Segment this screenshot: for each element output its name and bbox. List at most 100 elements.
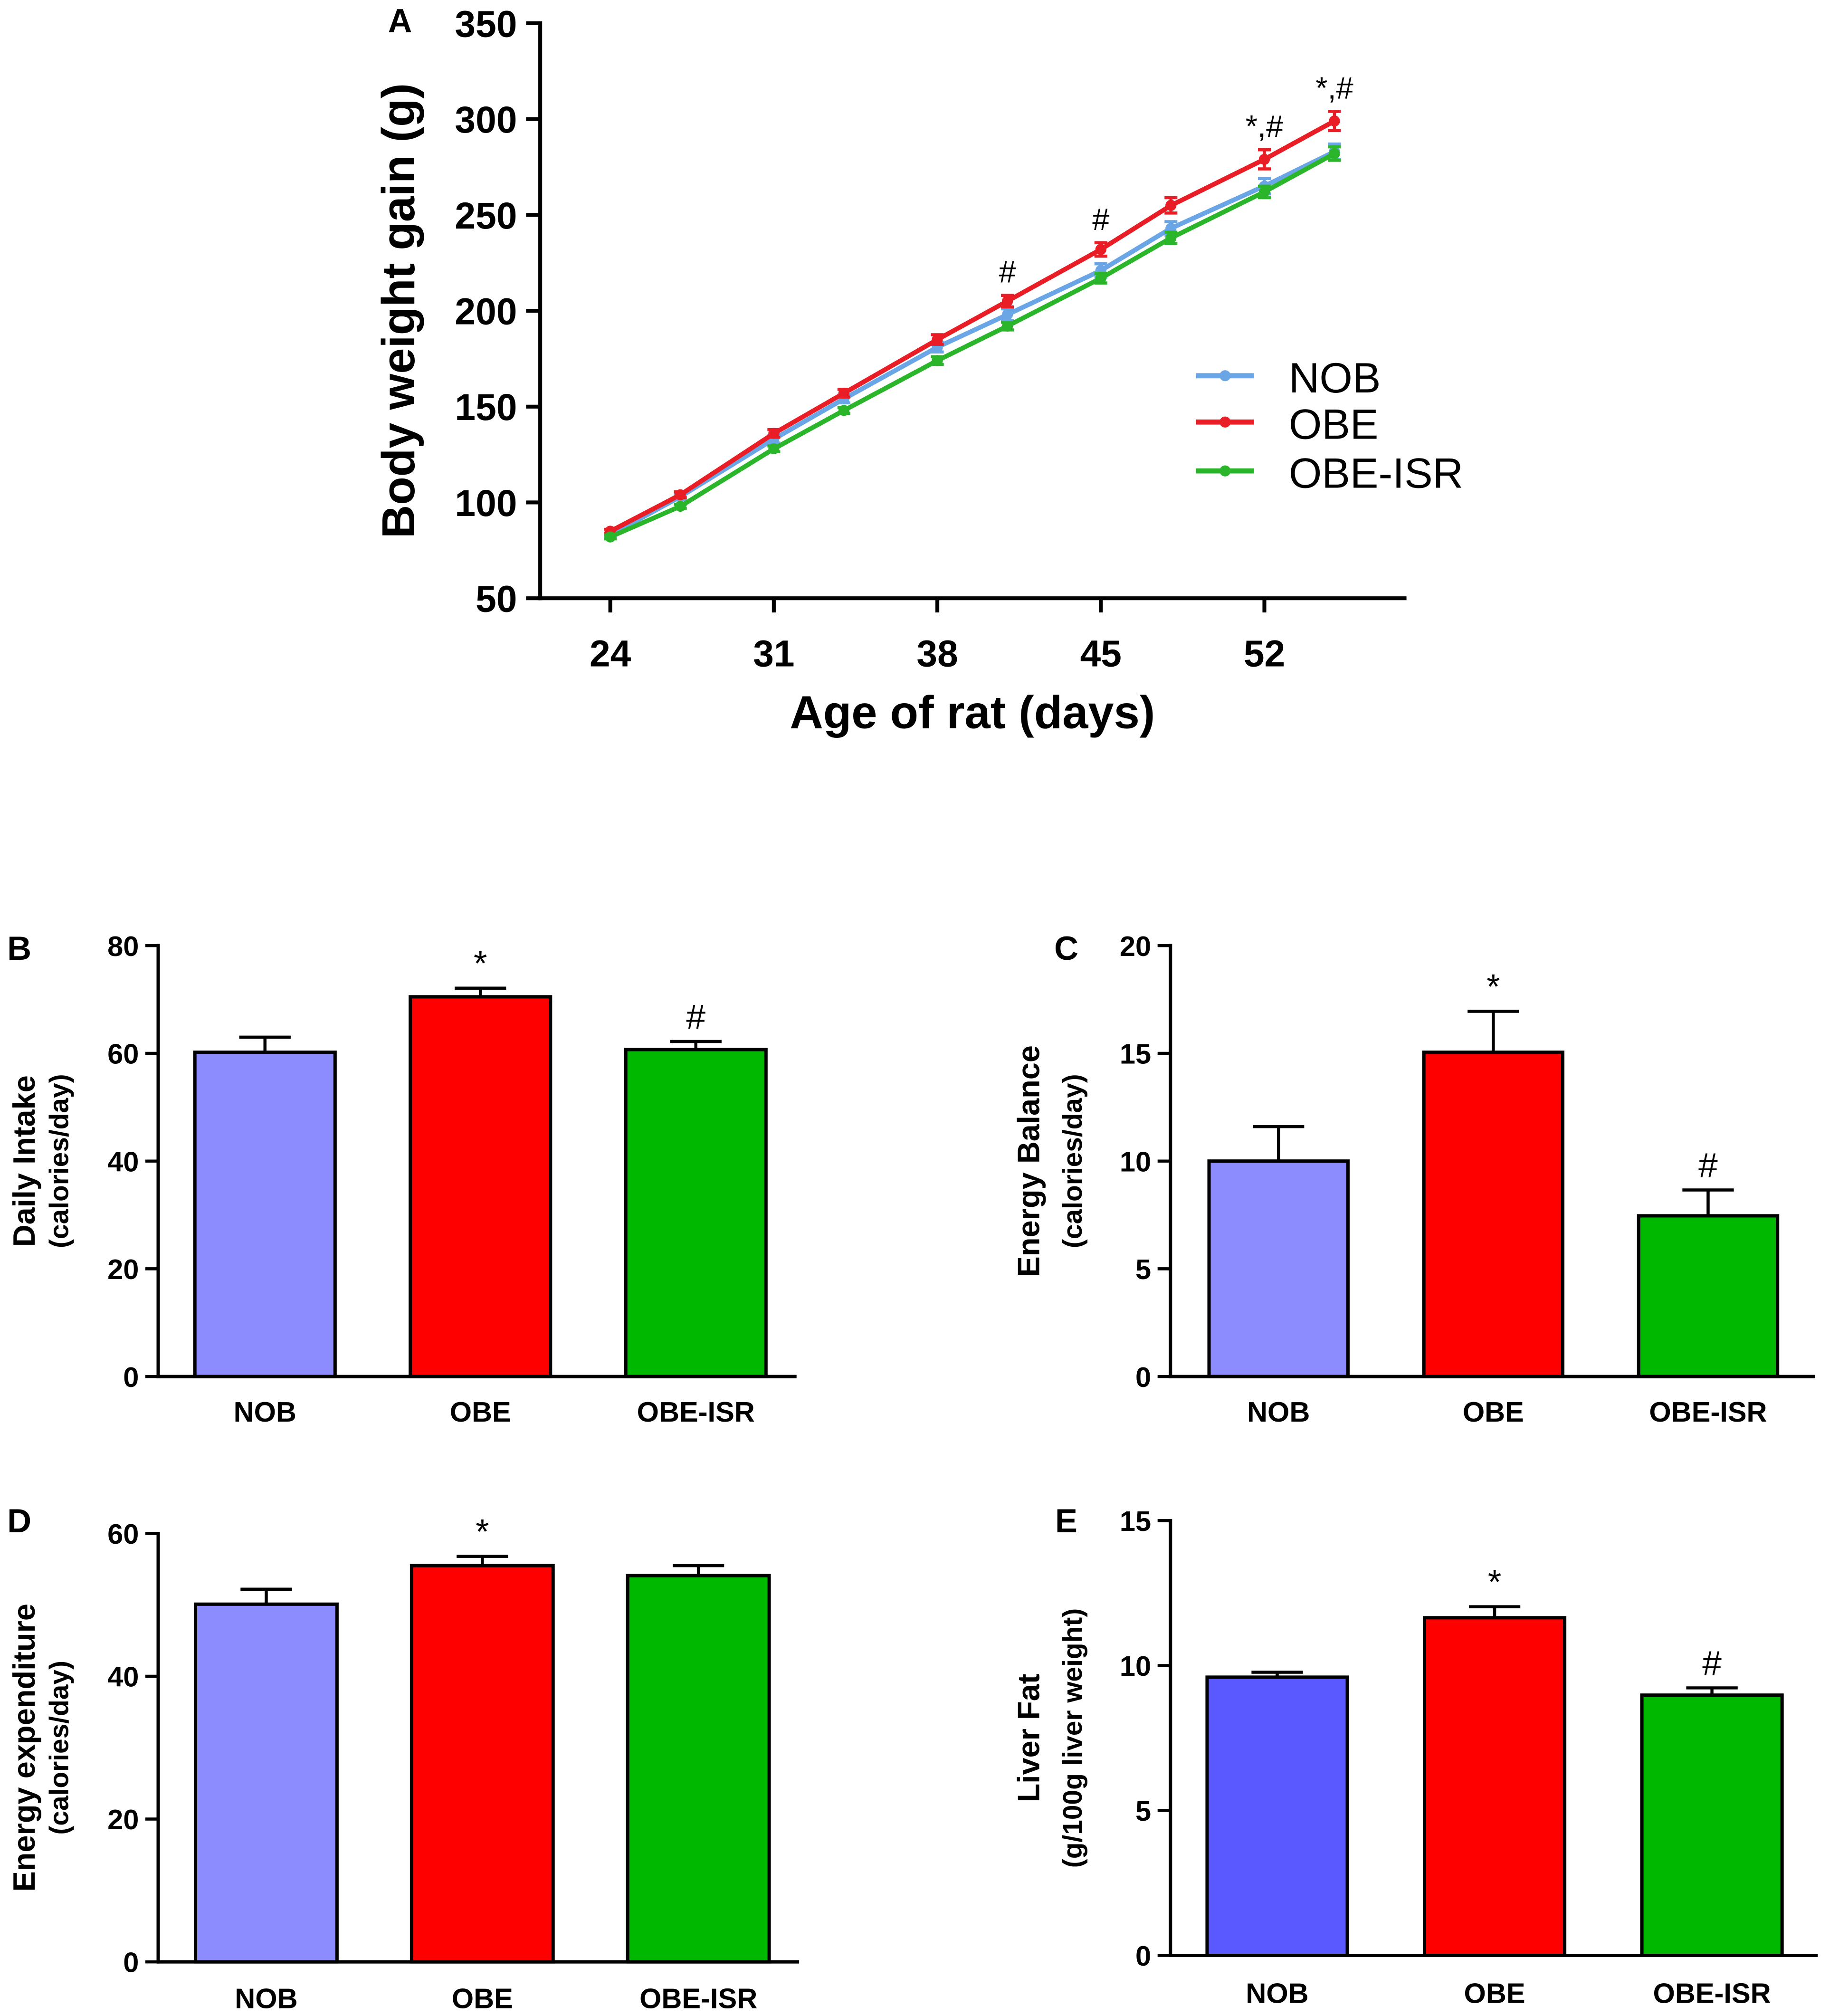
y-tick-label: 5 — [1135, 1253, 1151, 1285]
panel-label: A — [388, 2, 412, 39]
point-obe — [1001, 296, 1013, 307]
significance-marker: * — [476, 1513, 489, 1551]
point-obe — [768, 428, 780, 439]
category-label-obe-isr: OBE-ISR — [639, 1983, 757, 2015]
line-nob — [609, 149, 1336, 537]
significance-marker: * — [1486, 967, 1500, 1006]
point-obe-isr — [768, 443, 780, 455]
y-axis-unit: (calories/day) — [44, 1661, 74, 1834]
bar-nob — [1207, 1159, 1350, 1378]
panel-c-energy-balance-chart: C NOB * OBE # OBE-ISR 0 5 10 15 20 Energy Balance (c… — [1011, 929, 1816, 1428]
y-axis-unit: (calories/day) — [1058, 1074, 1088, 1248]
point-obe-isr — [838, 405, 850, 416]
y-tick-label: 20 — [1120, 930, 1151, 962]
y-tick-label: 200 — [455, 290, 517, 332]
y-tick-label: 10 — [1120, 1650, 1151, 1682]
panel-label: B — [7, 929, 31, 967]
category-label-nob: NOB — [234, 1396, 296, 1428]
y-axis-title: Liver Fat — [1011, 1674, 1046, 1803]
bar-obe-isr — [1640, 1693, 1784, 1958]
error-bar-obe — [455, 986, 506, 997]
y-axis-title: Body weight gain (g) — [372, 83, 424, 538]
error-bar-obe-isr — [672, 1564, 724, 1576]
significance-marker: # — [999, 255, 1016, 289]
error-bar-nob — [1251, 1671, 1303, 1677]
bar-obe — [1422, 1051, 1565, 1378]
panel-e-liver-fat-chart: E NOB * OBE # OBE-ISR 0 5 10 15 Liver Fat (g/100g l… — [1011, 1502, 1818, 2009]
category-label-nob: NOB — [1247, 1396, 1310, 1428]
point-obe-isr — [1165, 232, 1177, 244]
significance-marker: # — [1092, 202, 1109, 237]
legend-label-obe: OBE — [1289, 400, 1379, 448]
bar-obe-isr — [624, 1048, 768, 1378]
y-tick-label: 0 — [1135, 1361, 1151, 1393]
y-tick-label: 300 — [455, 99, 517, 141]
y-tick-label: 40 — [107, 1661, 139, 1693]
y-axis-title: Daily Intake — [7, 1075, 41, 1247]
point-obe — [1165, 200, 1177, 211]
x-tick-label: 45 — [1080, 633, 1122, 675]
x-tick-label: 31 — [753, 633, 794, 675]
line-obe-isr — [609, 151, 1336, 539]
x-tick-label: 38 — [916, 633, 958, 675]
point-obe-isr — [1329, 148, 1340, 159]
y-tick-label: 50 — [476, 578, 517, 620]
category-label-obe-isr: OBE-ISR — [1653, 1978, 1771, 2009]
significance-marker: *,# — [1315, 70, 1353, 105]
error-bar-nob — [1253, 1125, 1305, 1161]
error-bar-obe — [1468, 1605, 1521, 1618]
bar-obe — [409, 995, 553, 1378]
category-label-obe-isr: OBE-ISR — [637, 1396, 755, 1428]
y-axis-title: Energy expenditure — [7, 1604, 41, 1892]
y-tick-label: 150 — [455, 386, 517, 428]
bar-obe — [410, 1564, 555, 1964]
category-label-nob: NOB — [1246, 1978, 1308, 2009]
category-label-obe: OBE — [1464, 1978, 1525, 2009]
category-label-obe-isr: OBE-ISR — [1649, 1396, 1767, 1428]
y-tick-label: 0 — [123, 1361, 139, 1393]
y-tick-label: 5 — [1135, 1795, 1151, 1827]
point-obe-isr — [1095, 272, 1106, 284]
y-tick-label: 20 — [107, 1253, 139, 1285]
y-tick-label: 250 — [455, 195, 517, 237]
y-tick-label: 80 — [107, 930, 139, 962]
point-obe-isr — [675, 500, 686, 512]
legend-marker-nob — [1219, 370, 1231, 382]
line-obe — [609, 119, 1336, 534]
point-obe — [675, 489, 686, 500]
bar-obe-isr — [626, 1574, 771, 1964]
error-bar-obe-isr — [670, 1040, 722, 1050]
x-tick-label: 24 — [590, 633, 631, 675]
bar-obe-isr — [1637, 1214, 1780, 1378]
error-bar-nob — [240, 1587, 292, 1605]
category-label-obe: OBE — [1463, 1396, 1524, 1428]
x-tick-label: 52 — [1244, 633, 1285, 675]
category-label-nob: NOB — [235, 1983, 297, 2015]
legend-marker-obe-isr — [1219, 465, 1231, 477]
y-axis-unit: (calories/day) — [44, 1074, 74, 1248]
series-obe-isr — [604, 145, 1341, 543]
significance-marker: *,# — [1246, 109, 1283, 143]
point-obe — [1095, 244, 1106, 255]
error-bar-nob — [239, 1035, 291, 1052]
point-obe — [1258, 153, 1270, 165]
series-obe — [604, 110, 1341, 537]
y-tick-label: 20 — [107, 1804, 139, 1835]
y-tick-label: 60 — [107, 1038, 139, 1070]
panel-d-energy-expenditure-chart: D NOB * OBE OBE-ISR 0 20 40 60 Energy expenditure… — [7, 1502, 800, 2015]
y-axis-unit: (g/100g liver weight) — [1058, 1608, 1088, 1868]
error-bar-obe-isr — [1686, 1686, 1738, 1695]
y-tick-label: 0 — [123, 1947, 139, 1978]
error-bar-obe — [457, 1555, 508, 1566]
bar-nob — [193, 1051, 337, 1378]
legend-marker-obe — [1219, 416, 1231, 428]
category-label-obe: OBE — [450, 1396, 511, 1428]
category-label-obe: OBE — [452, 1983, 513, 2015]
panel-label: D — [7, 1502, 31, 1539]
significance-marker: * — [1488, 1563, 1501, 1602]
y-tick-label: 15 — [1120, 1038, 1151, 1070]
point-obe — [932, 334, 943, 345]
y-tick-label: 350 — [455, 3, 517, 45]
y-tick-label: 0 — [1135, 1940, 1151, 1972]
